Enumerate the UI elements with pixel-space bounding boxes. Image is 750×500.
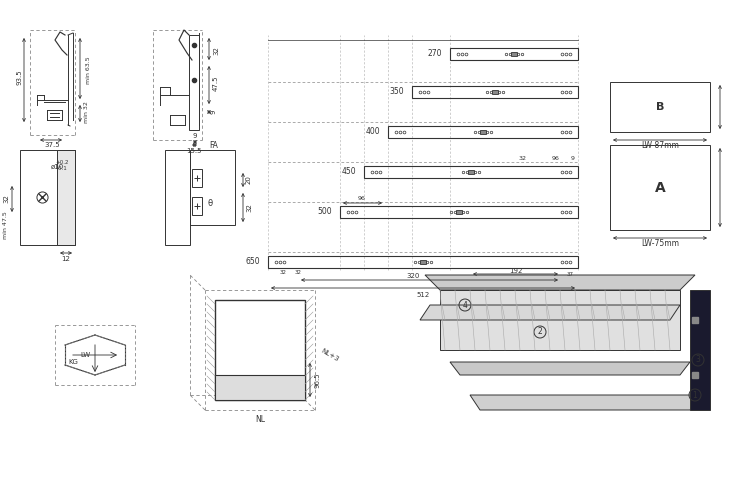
Text: 32: 32	[519, 156, 527, 160]
Bar	[20, 150, 75, 245]
Text: LW-87mm: LW-87mm	[641, 142, 679, 150]
Text: 32: 32	[246, 204, 252, 212]
Text: 96: 96	[552, 156, 560, 160]
Bar	[165, 150, 190, 245]
Text: A: A	[655, 180, 665, 194]
Bar	[190, 150, 235, 225]
Text: KG: KG	[68, 359, 78, 365]
Bar	[215, 375, 305, 400]
Text: 9: 9	[211, 110, 217, 114]
Text: 47.5: 47.5	[213, 75, 219, 91]
Bar	[340, 206, 578, 218]
Text: B: B	[656, 102, 664, 112]
Text: FA: FA	[209, 140, 218, 149]
Polygon shape	[440, 290, 680, 350]
Text: 500: 500	[317, 208, 332, 216]
Bar	[189, 35, 199, 130]
Text: 320: 320	[406, 273, 420, 279]
Text: 4: 4	[463, 300, 467, 310]
Polygon shape	[420, 305, 680, 320]
Bar	[192, 169, 202, 187]
Text: 20: 20	[246, 176, 252, 184]
Text: 37: 37	[566, 272, 574, 276]
Bar	[610, 145, 710, 230]
Text: 9: 9	[571, 156, 575, 160]
Bar	[610, 82, 710, 132]
Text: 32: 32	[3, 194, 9, 203]
Text: NL+3: NL+3	[320, 348, 340, 362]
Text: 93.5: 93.5	[16, 70, 22, 86]
Text: 650: 650	[245, 258, 260, 266]
Bar	[468, 170, 474, 174]
Text: 3: 3	[695, 356, 700, 364]
Text: 32: 32	[295, 270, 302, 274]
Bar	[456, 210, 462, 214]
Text: -0.1: -0.1	[57, 166, 68, 172]
Text: 32: 32	[280, 270, 286, 274]
Bar	[480, 130, 486, 134]
Text: θ: θ	[208, 198, 212, 207]
Text: 15.5: 15.5	[186, 148, 202, 154]
Text: 400: 400	[365, 128, 380, 136]
Text: 450: 450	[341, 168, 356, 176]
Polygon shape	[450, 362, 690, 375]
Text: 96: 96	[358, 196, 366, 200]
Bar	[450, 48, 578, 60]
Bar	[215, 300, 305, 400]
Bar	[412, 86, 578, 98]
Text: LW: LW	[80, 352, 90, 358]
Text: min 63.5: min 63.5	[86, 56, 91, 84]
Text: LW-75mm: LW-75mm	[641, 240, 679, 248]
Text: 350: 350	[389, 88, 404, 96]
Text: 96.5: 96.5	[314, 372, 320, 388]
Text: 270: 270	[427, 50, 442, 58]
Bar	[388, 126, 578, 138]
Bar	[57, 150, 75, 245]
Polygon shape	[690, 290, 710, 410]
Bar	[364, 166, 578, 178]
Text: min 47.5: min 47.5	[4, 211, 8, 239]
Text: 2: 2	[538, 328, 542, 336]
Text: +0.2: +0.2	[56, 160, 69, 166]
Text: 37.5: 37.5	[44, 142, 60, 148]
Bar	[192, 197, 202, 215]
Text: 12: 12	[62, 256, 70, 262]
Text: min 32: min 32	[85, 101, 89, 123]
Text: 192: 192	[509, 268, 523, 274]
Text: 9: 9	[193, 133, 197, 139]
Bar	[420, 260, 426, 264]
Text: 32: 32	[213, 46, 219, 56]
Polygon shape	[425, 275, 695, 290]
Text: 1: 1	[693, 390, 698, 400]
Text: NL: NL	[255, 416, 265, 424]
Text: 512: 512	[416, 292, 430, 298]
Bar	[511, 52, 517, 56]
Bar	[268, 256, 578, 268]
Polygon shape	[470, 395, 700, 410]
Text: ø10: ø10	[50, 164, 64, 170]
Bar	[492, 90, 498, 94]
